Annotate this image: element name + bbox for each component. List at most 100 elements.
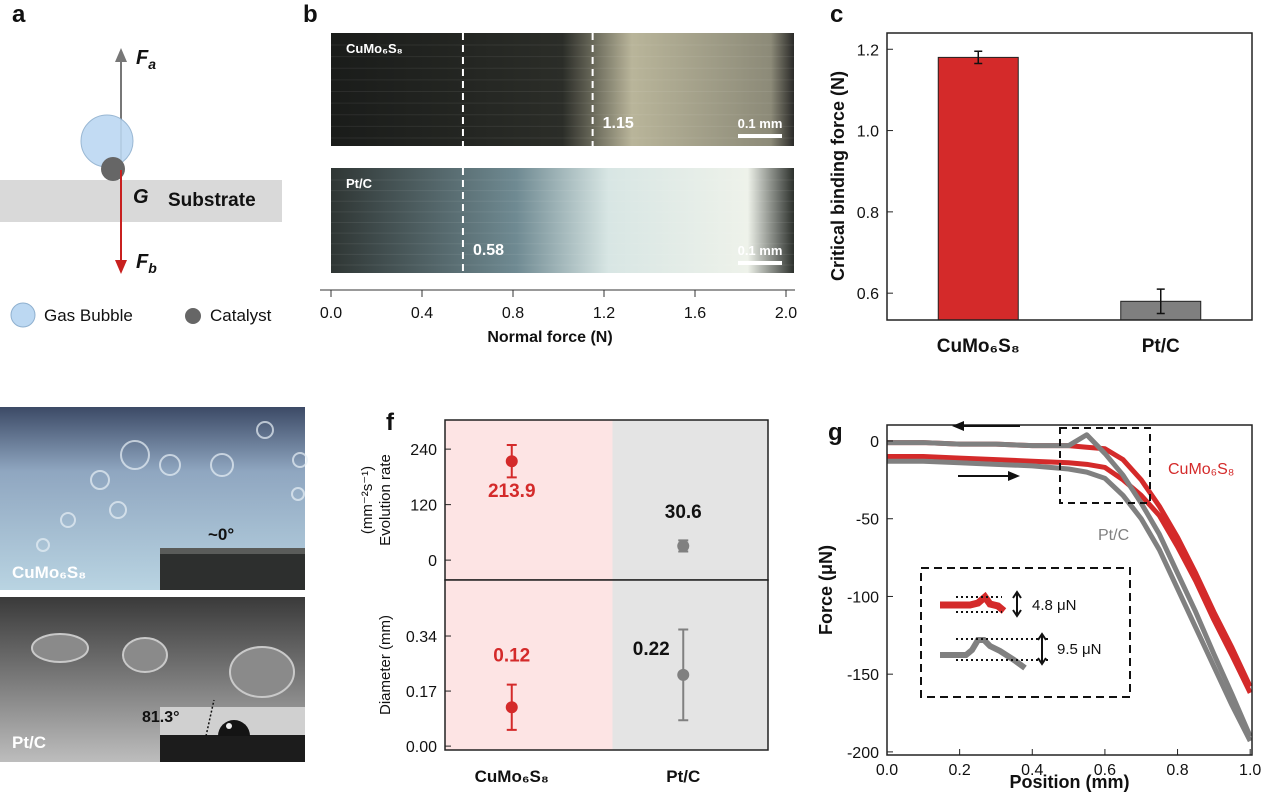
- y-tick-label: 120: [410, 498, 437, 515]
- scale-bar-label: 0.1 mm: [738, 243, 783, 258]
- data-point: [677, 539, 690, 552]
- marker-label: 0.58: [473, 242, 504, 259]
- arrowhead: [1008, 471, 1020, 481]
- legend-catalyst: [185, 308, 201, 324]
- y-tick-label: 0.00: [406, 739, 437, 756]
- bar: [937, 56, 1019, 321]
- x-tick-label: 0.0: [876, 762, 898, 779]
- force-label: Fb: [136, 251, 157, 276]
- substrate: [0, 180, 282, 222]
- bubbles: [36, 421, 308, 552]
- inset-curve: [940, 591, 1007, 614]
- y-axis-label: Diameter (mm): [377, 615, 394, 715]
- x-axis-label: Normal force (N): [487, 329, 612, 346]
- panel-label: a: [12, 1, 26, 28]
- y-tick-label: -200: [847, 745, 879, 762]
- force-curve: [887, 458, 1253, 743]
- y-axis-label: Evolution rate: [377, 454, 394, 546]
- x-tick-label: 0.6: [1094, 762, 1116, 779]
- x-tick-label: 0.8: [1166, 762, 1188, 779]
- y-tick-label: -100: [847, 589, 879, 606]
- micrograph: [331, 168, 794, 273]
- y-tick-label: 0: [428, 553, 437, 570]
- x-axis-label: Position (mm): [1010, 772, 1130, 792]
- x-tick-label: 1.0: [1239, 762, 1261, 779]
- image-label: Pt/C: [346, 176, 373, 191]
- photo-label: Pt/C: [12, 733, 46, 752]
- inset-surface: [160, 548, 305, 554]
- y-tick-label: -50: [856, 512, 879, 529]
- force-curve: [887, 432, 1253, 738]
- force-symbol: F: [136, 251, 149, 273]
- y-tick-label: 0: [870, 434, 879, 451]
- group-background: [612, 580, 768, 750]
- contact-angle: ~0°: [208, 525, 234, 544]
- catalyst: [101, 157, 125, 181]
- x-tick-label: CuMo₆S₈: [475, 767, 549, 786]
- force-label: Fa: [136, 47, 156, 72]
- annotation: 9.5 μN: [1057, 641, 1102, 658]
- x-tick-label: Pt/C: [666, 767, 700, 786]
- group-background: [612, 420, 768, 580]
- arrowhead: [115, 48, 127, 62]
- arrowhead: [952, 421, 964, 431]
- value-label: 30.6: [665, 502, 702, 523]
- value-label: 0.22: [633, 639, 670, 660]
- contact-angle: 81.3°: [142, 709, 180, 726]
- x-tick-label: 1.6: [684, 305, 706, 322]
- y-tick-label: 1.0: [857, 124, 879, 141]
- y-tick-label: 0.34: [406, 629, 437, 646]
- panel-label: b: [303, 1, 318, 28]
- double-arrow: [1012, 590, 1047, 666]
- inset-curve: [940, 637, 1027, 671]
- x-tick-label: 0.8: [502, 305, 524, 322]
- legend-text: Pt/C: [1098, 527, 1129, 544]
- legend-text: CuMo₆S₈: [1168, 461, 1234, 478]
- y-axis-label: Force (μN): [816, 545, 836, 635]
- panel-label: f: [386, 409, 395, 436]
- micrograph: [331, 33, 794, 146]
- y-tick-label: 0.17: [406, 684, 437, 701]
- legend-bubble: [10, 302, 36, 328]
- zoom-box: [1059, 427, 1151, 504]
- photo-label: CuMo₆S₈: [12, 563, 86, 582]
- force-subscript: b: [148, 260, 157, 276]
- annotation: 4.8 μN: [1032, 597, 1077, 614]
- plot-frame: [444, 579, 769, 751]
- y-tick-label: 0.6: [857, 286, 879, 303]
- data-point: [505, 455, 518, 468]
- x-tick-label: CuMo₆S₈: [937, 336, 1020, 357]
- data-point: [505, 701, 518, 714]
- droplets: [31, 633, 295, 698]
- force-symbol: F: [136, 47, 149, 69]
- y-tick-label: 0.8: [857, 205, 879, 222]
- y-tick-label: 1.2: [857, 42, 879, 59]
- droplet: [218, 720, 250, 736]
- value-label: 0.12: [493, 645, 530, 666]
- data-point: [677, 668, 690, 681]
- y-tick-label: 240: [410, 442, 437, 459]
- legend-text: Catalyst: [210, 306, 272, 325]
- group-background: [445, 580, 613, 750]
- inset-photo: [160, 548, 305, 590]
- x-tick-label: 0.2: [949, 762, 971, 779]
- x-tick-label: 2.0: [775, 305, 797, 322]
- inset-box: [920, 567, 1131, 698]
- legend-text: Gas Bubble: [44, 306, 133, 325]
- x-tick-label: 0.4: [1021, 762, 1043, 779]
- x-tick-label: 1.2: [593, 305, 615, 322]
- plot-frame: [886, 424, 1253, 756]
- scale-bar-label: 0.1 mm: [738, 116, 783, 131]
- gravity-label: G: [133, 186, 149, 208]
- value-label: 213.9: [488, 481, 536, 502]
- x-tick-label: 0.4: [411, 305, 433, 322]
- arrowhead: [115, 260, 127, 274]
- y-axis-label: (mm⁻²s⁻¹): [359, 466, 376, 534]
- image-label: CuMo₆S₈: [346, 41, 403, 56]
- marker-label: 1.15: [603, 115, 634, 132]
- force-subscript: a: [148, 56, 156, 72]
- inset-surface: [160, 735, 305, 762]
- x-tick-label: Pt/C: [1142, 336, 1180, 357]
- error-bar: [974, 50, 983, 65]
